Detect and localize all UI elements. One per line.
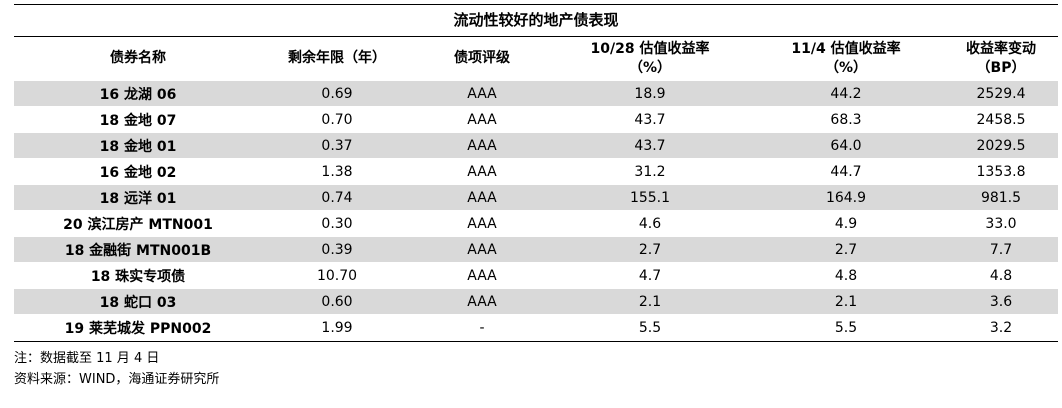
bond-name: 18 蛇口 03 xyxy=(14,289,262,314)
header-cell: 债券名称 xyxy=(110,50,166,66)
cell: - xyxy=(479,319,485,336)
cell: 0.37 xyxy=(262,133,412,158)
table-title: 流动性较好的地产债表现 xyxy=(14,4,1058,37)
bond-name: 18 金融街 MTN001B xyxy=(14,237,262,262)
cell: 0.60 xyxy=(262,289,412,314)
table-row: 19 莱芜城发 PPN002 1.99 - 5.5 5.5 3.2 xyxy=(14,315,1058,340)
cell: 18.9 xyxy=(552,81,748,106)
table-row: 18 珠实专项债 10.70 AAA 4.7 4.8 4.8 xyxy=(14,263,1058,288)
table-row: 18 金地 01 0.37 AAA 43.7 64.0 2029.5 xyxy=(14,133,1058,158)
table-row: 20 滨江房产 MTN001 0.30 AAA 4.6 4.9 33.0 xyxy=(14,211,1058,236)
cell: 0.30 xyxy=(321,215,353,232)
cell: 4.7 xyxy=(638,267,662,284)
table-body: 16 龙湖 06 0.69 AAA 18.9 44.2 2529.4 18 金地 07 0.7… xyxy=(14,81,1058,340)
cell: 64.0 xyxy=(748,133,944,158)
cell: AAA xyxy=(412,185,552,210)
cell: 10.70 xyxy=(316,267,358,284)
header-cell: 11/4 估值收益率 （%） xyxy=(791,40,901,76)
table-row: 16 金地 02 1.38 AAA 31.2 44.7 1353.8 xyxy=(14,159,1058,184)
table-row: 18 金地 07 0.70 AAA 43.7 68.3 2458.5 xyxy=(14,107,1058,132)
cell: 2.1 xyxy=(748,289,944,314)
table-row: 18 金融街 MTN001B 0.39 AAA 2.7 2.7 7.7 xyxy=(14,237,1058,262)
source-note: 资料来源：WIND，海通证券研究所 xyxy=(14,372,220,387)
header-row: 债券名称 剩余年限（年） 债项评级 10/28 估值收益率 （%） 11/4 估值收益率… xyxy=(14,37,1058,80)
cell: 3.6 xyxy=(944,289,1058,314)
cell: 5.5 xyxy=(834,319,858,336)
cell: AAA xyxy=(467,111,497,128)
cell: AAA xyxy=(467,163,497,180)
bond-name: 16 龙湖 06 xyxy=(14,81,262,106)
cell: 2458.5 xyxy=(976,111,1026,128)
cell: 1.38 xyxy=(321,163,353,180)
cell: AAA xyxy=(412,133,552,158)
bond-name: 18 金地 07 xyxy=(99,112,177,129)
header-cell: 剩余年限（年） xyxy=(288,50,386,66)
cell: 0.69 xyxy=(262,81,412,106)
cell: AAA xyxy=(412,289,552,314)
cell: 4.6 xyxy=(638,215,662,232)
bond-name: 16 金地 02 xyxy=(99,164,177,181)
bond-name: 18 远洋 01 xyxy=(14,185,262,210)
cell: 2.7 xyxy=(552,237,748,262)
cell: 4.8 xyxy=(834,267,858,284)
cell: 31.2 xyxy=(634,163,666,180)
cell: AAA xyxy=(412,237,552,262)
cell: 68.3 xyxy=(830,111,862,128)
bond-name: 18 珠实专项债 xyxy=(90,268,186,285)
cell: 5.5 xyxy=(638,319,662,336)
cell: 44.7 xyxy=(830,163,862,180)
cell: 43.7 xyxy=(634,111,666,128)
cell: 0.74 xyxy=(262,185,412,210)
cell: AAA xyxy=(412,81,552,106)
cell: 155.1 xyxy=(552,185,748,210)
cell: 2529.4 xyxy=(944,81,1058,106)
cell: 1353.8 xyxy=(976,163,1026,180)
cell: 0.39 xyxy=(262,237,412,262)
cell: 43.7 xyxy=(552,133,748,158)
table-row: 18 远洋 01 0.74 AAA 155.1 164.9 981.5 xyxy=(14,185,1058,210)
table-row: 18 蛇口 03 0.60 AAA 2.1 2.1 3.6 xyxy=(14,289,1058,314)
cell: 44.2 xyxy=(748,81,944,106)
cell: 2.1 xyxy=(552,289,748,314)
header-cell: 收益率变动 （BP） xyxy=(966,40,1036,76)
cell: 3.2 xyxy=(989,319,1013,336)
note: 注：数据截至 11 月 4 日 xyxy=(14,351,160,366)
header-cell: 债项评级 xyxy=(454,50,510,66)
bond-name: 18 金地 01 xyxy=(14,133,262,158)
cell: 1.99 xyxy=(321,319,353,336)
cell: 164.9 xyxy=(748,185,944,210)
table-row: 16 龙湖 06 0.69 AAA 18.9 44.2 2529.4 xyxy=(14,81,1058,106)
cell: 7.7 xyxy=(944,237,1058,262)
cell: 0.70 xyxy=(321,111,353,128)
header-cell: 10/28 估值收益率 （%） xyxy=(590,40,710,76)
bond-name: 20 滨江房产 MTN001 xyxy=(63,216,213,233)
bond-name: 19 莱芜城发 PPN002 xyxy=(64,320,212,337)
cell: 981.5 xyxy=(944,185,1058,210)
cell: 2.7 xyxy=(748,237,944,262)
cell: 33.0 xyxy=(985,215,1017,232)
cell: 4.8 xyxy=(989,267,1013,284)
cell: 4.9 xyxy=(834,215,858,232)
table: 债券名称 剩余年限（年） 债项评级 10/28 估值收益率 （%） 11/4 估值收益率… xyxy=(14,36,1058,342)
cell: 2029.5 xyxy=(944,133,1058,158)
cell: AAA xyxy=(467,215,497,232)
cell: AAA xyxy=(467,267,497,284)
